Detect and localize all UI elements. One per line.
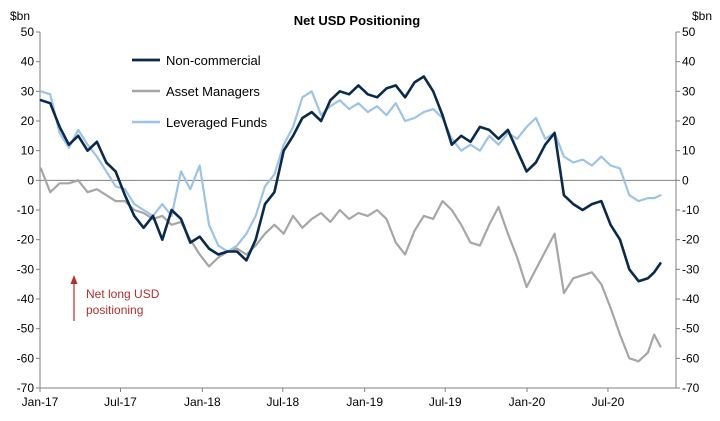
y-tick-label-left: -40 bbox=[17, 292, 35, 306]
y-tick-label-left: -10 bbox=[17, 203, 35, 217]
series-line-non-commercial bbox=[39, 75, 662, 283]
x-tick-label: Jan-18 bbox=[184, 395, 221, 409]
y-tick-label-right: -60 bbox=[682, 351, 700, 365]
title-text: Net USD Positioning bbox=[294, 13, 420, 28]
y-tick-label-right: 10 bbox=[682, 144, 696, 158]
y-tick-label-left: -20 bbox=[17, 233, 35, 247]
y-tick-label-left: 0 bbox=[27, 173, 34, 187]
y-tick-label-right: 30 bbox=[682, 84, 696, 98]
series-line-leveraged-funds bbox=[39, 90, 662, 253]
series-line-asset-managers bbox=[39, 167, 662, 363]
legend-label: Asset Managers bbox=[166, 84, 260, 99]
y-tick-label-left: 30 bbox=[21, 84, 35, 98]
x-tick-label: Jan-17 bbox=[22, 395, 59, 409]
y-tick-label-right: 40 bbox=[682, 55, 696, 69]
y-tick-label-right: -20 bbox=[682, 233, 700, 247]
x-tick-label: Jul-20 bbox=[592, 395, 625, 409]
legend: Non-commercial Asset Managers Leveraged Fu… bbox=[132, 53, 268, 130]
y-tick-label-left: 40 bbox=[21, 55, 35, 69]
y-tick-label-right: 50 bbox=[682, 25, 696, 39]
annotation-line-2: positioning bbox=[86, 303, 143, 317]
chart-title: Net USD Positioning bbox=[294, 13, 420, 28]
series-layer bbox=[39, 75, 662, 363]
legend-label: Non-commercial bbox=[166, 53, 261, 68]
y-axis-right-unit: $bn bbox=[692, 9, 712, 23]
x-axis-ticks: Jan-17 Jul-17 Jan-18 Jul-18 Jan-19 Jul-19 Jan-… bbox=[22, 388, 625, 409]
y-tick-label-right: -50 bbox=[682, 322, 700, 336]
y-tick-label-left: 20 bbox=[21, 114, 35, 128]
x-tick-label: Jul-19 bbox=[429, 395, 462, 409]
x-tick-label: Jul-17 bbox=[104, 395, 137, 409]
y-tick-label-right: -70 bbox=[682, 381, 700, 395]
y-tick-label-right: -40 bbox=[682, 292, 700, 306]
y-tick-label-left: -70 bbox=[17, 381, 35, 395]
x-tick-label: Jan-20 bbox=[509, 395, 546, 409]
x-tick-label: Jul-18 bbox=[266, 395, 299, 409]
y-tick-label-left: -30 bbox=[17, 262, 35, 276]
y-tick-label-left: -60 bbox=[17, 351, 35, 365]
y-axis-ticks: -70 -70 -60 -60 -50 -50 -40 -40 -30 -30 -20 -20 -10 -… bbox=[17, 25, 700, 395]
x-tick-label: Jan-19 bbox=[346, 395, 383, 409]
y-tick-label-left: 10 bbox=[21, 144, 35, 158]
y-tick-label-left: 50 bbox=[21, 25, 35, 39]
y-tick-label-right: 20 bbox=[682, 114, 696, 128]
y-axis-left-unit: $bn bbox=[10, 9, 30, 23]
annotation: Net long USD positioning bbox=[70, 275, 160, 321]
y-tick-label-right: -30 bbox=[682, 262, 700, 276]
y-tick-label-left: -50 bbox=[17, 322, 35, 336]
annotation-line-1: Net long USD bbox=[86, 287, 160, 301]
legend-label: Leveraged Funds bbox=[166, 115, 268, 130]
y-tick-label-right: 0 bbox=[682, 173, 689, 187]
annotation-arrow-head-icon bbox=[70, 275, 78, 284]
y-tick-label-right: -10 bbox=[682, 203, 700, 217]
